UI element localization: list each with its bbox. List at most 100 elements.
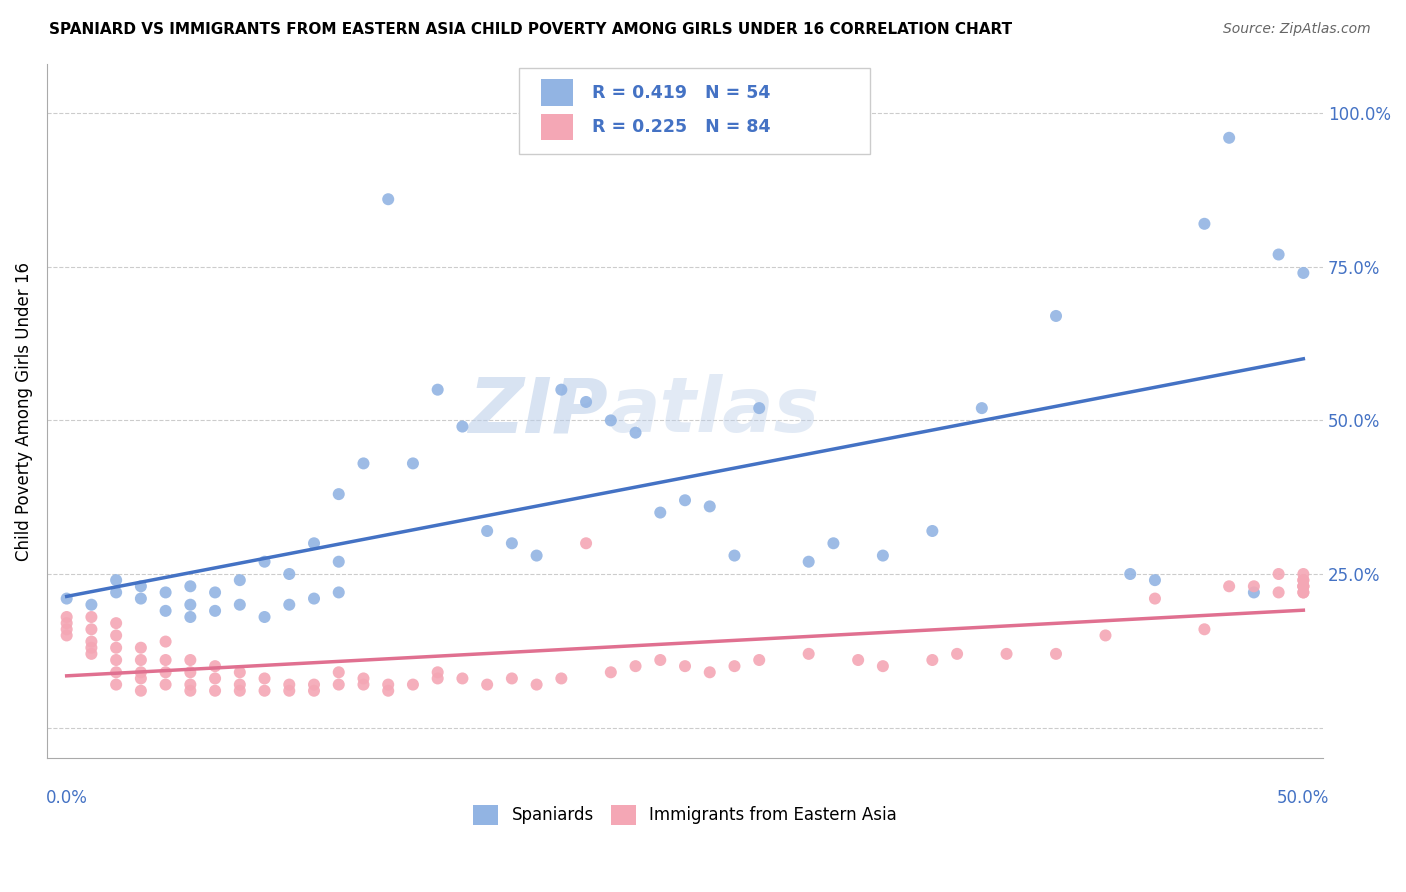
- Point: [624, 425, 647, 440]
- Point: [328, 555, 350, 569]
- Point: [1218, 130, 1240, 145]
- Point: [204, 672, 226, 686]
- Point: [353, 677, 375, 691]
- Point: [872, 659, 894, 673]
- Point: [699, 665, 721, 680]
- Point: [328, 585, 350, 599]
- Point: [353, 457, 375, 471]
- Y-axis label: Child Poverty Among Girls Under 16: Child Poverty Among Girls Under 16: [15, 261, 32, 561]
- Point: [278, 566, 301, 581]
- Point: [723, 549, 745, 563]
- Text: Source: ZipAtlas.com: Source: ZipAtlas.com: [1223, 22, 1371, 37]
- Bar: [541, 79, 572, 106]
- Point: [550, 383, 572, 397]
- Point: [624, 659, 647, 673]
- Point: [921, 524, 943, 538]
- Point: [80, 598, 103, 612]
- Point: [797, 555, 820, 569]
- Text: R = 0.225   N = 84: R = 0.225 N = 84: [592, 119, 770, 136]
- Point: [80, 634, 103, 648]
- Point: [451, 672, 474, 686]
- Point: [426, 383, 449, 397]
- Text: R = 0.419   N = 54: R = 0.419 N = 54: [592, 84, 770, 102]
- Point: [155, 634, 177, 648]
- Point: [229, 677, 252, 691]
- Point: [402, 677, 425, 691]
- Point: [1292, 573, 1315, 587]
- Point: [179, 610, 201, 624]
- Point: [353, 672, 375, 686]
- Point: [426, 672, 449, 686]
- Text: ZIP: ZIP: [468, 374, 609, 448]
- Point: [475, 524, 498, 538]
- Point: [946, 647, 969, 661]
- Point: [723, 659, 745, 673]
- Point: [921, 653, 943, 667]
- Point: [80, 647, 103, 661]
- Point: [526, 677, 548, 691]
- Point: [55, 616, 77, 631]
- Text: SPANIARD VS IMMIGRANTS FROM EASTERN ASIA CHILD POVERTY AMONG GIRLS UNDER 16 CORR: SPANIARD VS IMMIGRANTS FROM EASTERN ASIA…: [49, 22, 1012, 37]
- Point: [673, 493, 696, 508]
- Point: [105, 585, 128, 599]
- Point: [55, 628, 77, 642]
- Point: [823, 536, 845, 550]
- Point: [846, 653, 869, 667]
- Point: [1143, 591, 1166, 606]
- Point: [253, 555, 276, 569]
- Point: [1292, 573, 1315, 587]
- Point: [155, 653, 177, 667]
- Point: [204, 585, 226, 599]
- Point: [80, 622, 103, 636]
- Point: [179, 579, 201, 593]
- Point: [1292, 579, 1315, 593]
- Point: [55, 591, 77, 606]
- Point: [575, 395, 598, 409]
- Point: [599, 413, 621, 427]
- Point: [129, 653, 152, 667]
- Point: [278, 677, 301, 691]
- Point: [129, 672, 152, 686]
- Point: [451, 419, 474, 434]
- Point: [229, 573, 252, 587]
- Point: [1194, 622, 1216, 636]
- Point: [328, 677, 350, 691]
- Point: [302, 591, 325, 606]
- Point: [1267, 585, 1289, 599]
- Point: [179, 653, 201, 667]
- Legend: Spaniards, Immigrants from Eastern Asia: Spaniards, Immigrants from Eastern Asia: [465, 797, 905, 833]
- Point: [302, 536, 325, 550]
- Point: [129, 591, 152, 606]
- Point: [105, 573, 128, 587]
- Point: [1094, 628, 1116, 642]
- Point: [1243, 585, 1265, 599]
- Point: [1292, 579, 1315, 593]
- Point: [278, 683, 301, 698]
- Point: [105, 665, 128, 680]
- Point: [105, 640, 128, 655]
- Point: [278, 598, 301, 612]
- Point: [1194, 217, 1216, 231]
- Point: [1143, 573, 1166, 587]
- Point: [377, 192, 399, 206]
- Point: [426, 665, 449, 680]
- Point: [204, 604, 226, 618]
- Point: [105, 677, 128, 691]
- Point: [650, 653, 672, 667]
- Point: [302, 683, 325, 698]
- Point: [1292, 566, 1315, 581]
- Point: [55, 610, 77, 624]
- Point: [1267, 566, 1289, 581]
- Point: [155, 604, 177, 618]
- Point: [253, 683, 276, 698]
- Point: [80, 610, 103, 624]
- Point: [377, 677, 399, 691]
- Point: [179, 677, 201, 691]
- Point: [872, 549, 894, 563]
- Point: [501, 536, 523, 550]
- Point: [599, 665, 621, 680]
- Point: [575, 536, 598, 550]
- Point: [550, 672, 572, 686]
- Point: [179, 665, 201, 680]
- Point: [797, 647, 820, 661]
